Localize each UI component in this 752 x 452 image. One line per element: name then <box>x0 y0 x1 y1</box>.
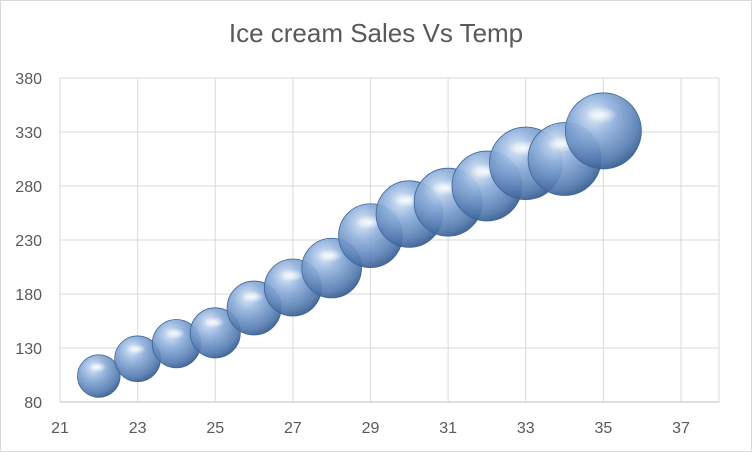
x-tick-label: 33 <box>517 420 535 437</box>
chart-title: Ice cream Sales Vs Temp <box>228 18 524 48</box>
x-tick-label: 21 <box>51 420 69 437</box>
y-tick-label: 280 <box>15 179 42 196</box>
x-tick-label: 27 <box>284 420 302 437</box>
y-tick-label: 130 <box>15 341 42 358</box>
y-tick-label: 180 <box>15 287 42 304</box>
y-tick-label: 380 <box>15 71 42 88</box>
x-tick-label: 25 <box>206 420 224 437</box>
x-tick-label: 23 <box>129 420 147 437</box>
y-tick-label: 80 <box>24 395 42 412</box>
y-tick-label: 330 <box>15 125 42 142</box>
x-tick-label: 31 <box>439 420 457 437</box>
bubble <box>564 92 642 170</box>
y-tick-label: 230 <box>15 233 42 250</box>
bubble <box>114 335 161 383</box>
x-tick-label: 37 <box>672 420 690 437</box>
bubble <box>189 307 241 359</box>
bubble <box>77 354 121 398</box>
x-tick-label: 35 <box>594 420 612 437</box>
x-tick-label: 29 <box>362 420 380 437</box>
